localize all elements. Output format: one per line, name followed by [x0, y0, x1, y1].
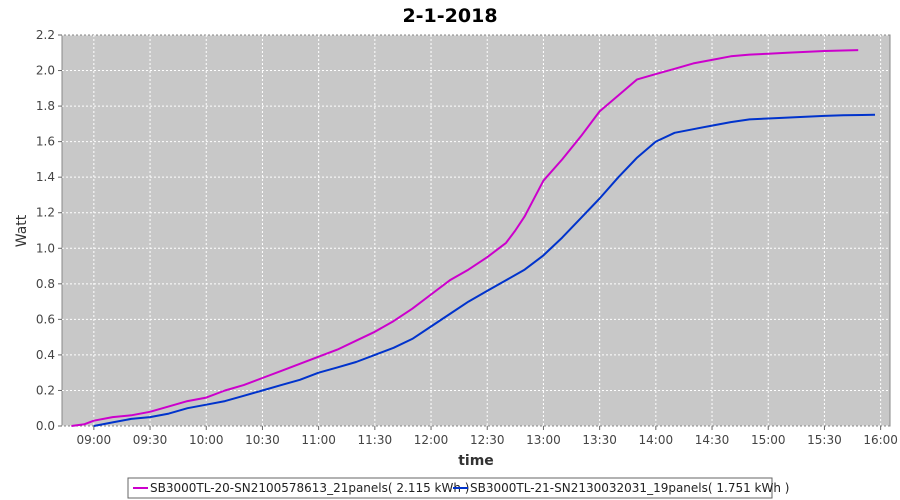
x-tick-label: 14:30 — [695, 433, 730, 447]
legend-box — [127, 477, 773, 499]
x-tick-label: 12:30 — [470, 433, 505, 447]
series-line-1 — [93, 113, 876, 427]
y-tick-label: 1.8 — [36, 99, 55, 113]
x-tick-label: 13:00 — [526, 433, 561, 447]
legend: SB3000TL-20-SN2100578613_21panels( 2.115… — [127, 477, 789, 499]
x-tick-label: 09:00 — [77, 433, 112, 447]
x-tick-label: 13:30 — [582, 433, 617, 447]
grid — [62, 34, 890, 427]
x-tick-label: 10:30 — [245, 433, 280, 447]
y-tick-label: 0.8 — [36, 277, 55, 291]
y-tick-label: 0.2 — [36, 383, 55, 397]
y-tick-label: 0.6 — [36, 312, 55, 326]
x-tick-label: 10:00 — [189, 433, 224, 447]
plot-area — [61, 34, 891, 427]
y-tick-label: 0.4 — [36, 348, 55, 362]
series-layer — [71, 49, 876, 427]
y-tick-label: 2.2 — [36, 28, 55, 42]
y-tick-label: 1.2 — [36, 206, 55, 220]
x-tick-label: 16:00 — [863, 433, 898, 447]
y-tick-label: 1.4 — [36, 170, 55, 184]
x-tick-label: 12:00 — [414, 433, 449, 447]
legend-entry: SB3000TL-21-SN2130032031_19panels( 1.751… — [470, 481, 789, 495]
y-tick-label: 2.0 — [36, 64, 55, 78]
legend-entry: SB3000TL-20-SN2100578613_21panels( 2.115… — [150, 481, 469, 495]
x-tick-label: 14:00 — [639, 433, 674, 447]
x-axis-label: time — [458, 453, 494, 469]
y-axis: 0.0 0.2 0.4 0.6 0.8 1.0 1.2 1.4 1.6 1.8 2.0 2.2 — [36, 28, 62, 433]
x-tick-label: 09:30 — [133, 433, 168, 447]
y-axis-label: Watt — [14, 214, 30, 247]
series-line-0 — [71, 49, 859, 427]
y-tick-label: 1.0 — [36, 241, 55, 255]
x-axis: 09:00 09:30 10:00 10:30 11:00 11:30 12:00 12:30… — [77, 426, 898, 447]
x-tick-label: 15:30 — [807, 433, 842, 447]
y-tick-label: 1.6 — [36, 135, 55, 149]
x-tick-label: 15:00 — [751, 433, 786, 447]
x-tick-label: 11:30 — [358, 433, 393, 447]
x-tick-label: 11:00 — [301, 433, 336, 447]
y-tick-label: 0.0 — [36, 419, 55, 433]
chart-title: 2-1-2018 — [402, 5, 497, 27]
